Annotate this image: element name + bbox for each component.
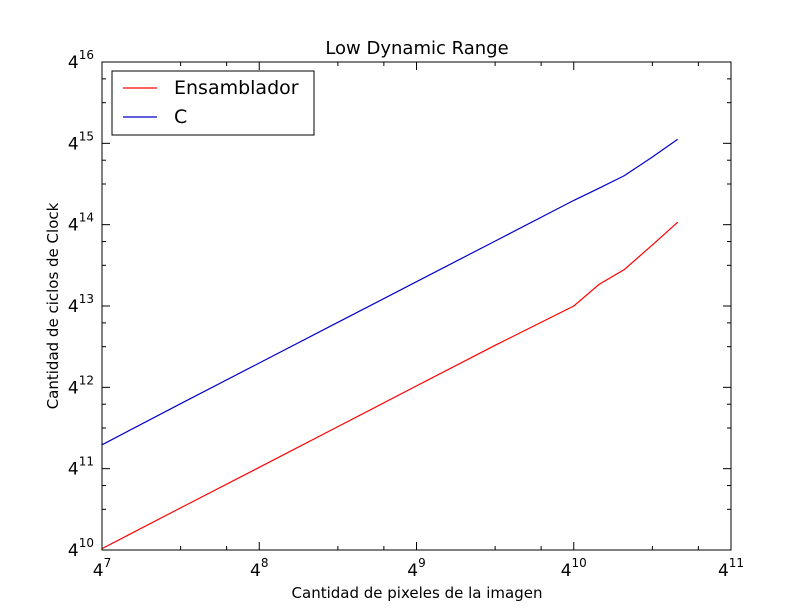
y-tick-label-5: 415 xyxy=(68,129,94,154)
plot-lines xyxy=(101,138,679,550)
y-tick-label-6: 416 xyxy=(68,48,94,73)
y-tick-label-4: 414 xyxy=(68,211,94,236)
legend: Ensamblador C xyxy=(111,70,315,136)
legend-box xyxy=(111,70,315,136)
x-tick-label-0: 47 xyxy=(93,556,111,581)
legend-label-ensamblador: Ensamblador xyxy=(174,77,299,99)
x-tick-label-2: 49 xyxy=(407,556,425,581)
chart-title: Low Dynamic Range xyxy=(325,38,508,59)
y-tick-label-0: 410 xyxy=(68,536,94,561)
x-axis-label: Cantidad de pixeles de la imagen xyxy=(292,584,543,602)
x-tick-label-1: 48 xyxy=(250,556,268,581)
y-tick-label-3: 413 xyxy=(68,292,94,317)
series-line-ensamblador xyxy=(101,221,679,550)
tick-labels: 47 48 49 410 411 410 411 412 413 414 415 416 xyxy=(68,48,744,581)
y-tick-label-1: 411 xyxy=(68,455,94,480)
y-axis-label: Cantidad de ciclos de Clock xyxy=(44,202,62,409)
x-tick-label-3: 410 xyxy=(561,556,587,581)
ticks xyxy=(101,61,732,551)
x-tick-label-4: 411 xyxy=(718,556,744,581)
y-tick-label-2: 412 xyxy=(68,373,94,398)
series-line-c xyxy=(101,138,679,446)
legend-label-c: C xyxy=(174,106,187,128)
